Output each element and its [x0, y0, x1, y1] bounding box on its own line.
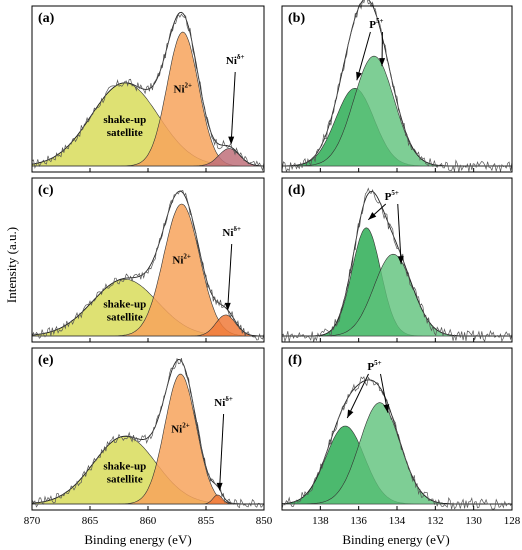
- panel-b: (b) P5+: [281, 0, 513, 173]
- component-ni-: [32, 148, 265, 167]
- x-tick-label: 850: [256, 515, 273, 527]
- component-ni-: [32, 314, 264, 337]
- p5-label-sup: 5+: [374, 359, 382, 367]
- shakeup-label-line2: satellite: [107, 474, 143, 486]
- panel-label: (b): [288, 11, 305, 26]
- panel-e: 870 865 860 855 850(e)shake-upsatelliteNi2+N…: [24, 347, 273, 527]
- x-tick-label: 865: [82, 515, 99, 527]
- ni2-label-sup: 2+: [185, 81, 193, 89]
- panel-label: (d): [288, 183, 305, 198]
- p5-arrowhead: [356, 71, 362, 81]
- y-axis-title: Intensity (a.u.): [4, 227, 19, 303]
- p5-arrow: [346, 373, 369, 419]
- shakeup-label-line1: shake-up: [103, 461, 146, 473]
- nidelta-label-sup: δ+: [225, 395, 233, 403]
- panel-label: (f): [288, 353, 302, 368]
- ni2-label-sup: 2+: [183, 252, 191, 260]
- ni2-label-sup: 2+: [182, 422, 190, 430]
- p5-arrow: [356, 31, 371, 81]
- raw-spectrum: [31, 358, 265, 509]
- nidelta-label: Niδ+: [226, 53, 245, 67]
- x-tick-label: 136: [350, 515, 367, 527]
- raw-spectrum: [281, 376, 513, 510]
- x-tick-label: 134: [389, 515, 406, 527]
- x-tick-label: 860: [140, 515, 157, 527]
- nidelta-arrow: [227, 243, 233, 309]
- x-axis-title-left: Binding energy (eV): [84, 532, 191, 547]
- p5-arrowhead: [347, 409, 354, 418]
- nidelta-label: Niδ+: [214, 395, 233, 409]
- panel-d: (d) P5+: [281, 177, 513, 343]
- raw-spectrum: [281, 0, 513, 173]
- nidelta-label-sup: δ+: [237, 53, 245, 61]
- nidelta-arrow: [230, 71, 236, 143]
- shakeup-label-line1: shake-up: [103, 298, 146, 310]
- nidelta-label: Niδ+: [222, 225, 241, 239]
- panel-label: (e): [38, 353, 54, 368]
- p5-arrowhead: [397, 256, 404, 265]
- p5-label-sup: 5+: [376, 17, 384, 25]
- p5-arrowhead: [379, 58, 386, 67]
- component-p5-b-: [282, 55, 512, 167]
- p5-arrowhead: [368, 212, 377, 220]
- p5-arrowhead: [383, 404, 390, 413]
- shakeup-label-line2: satellite: [107, 311, 143, 323]
- panel-label: (c): [38, 183, 54, 198]
- x-tick-label: 870: [24, 515, 41, 527]
- p5-label: P5+: [369, 17, 383, 31]
- p5-label: P5+: [367, 359, 381, 373]
- x-tick-label: 130: [465, 515, 482, 527]
- raw-spectrum: [281, 187, 513, 343]
- component-p5-b-: [282, 253, 512, 337]
- panel-f: 138 136 134 132 130 128 (f) P5+: [281, 347, 521, 527]
- p5-label-sup: 5+: [391, 189, 399, 197]
- x-tick-label: 128: [504, 515, 521, 527]
- x-tick-label: 132: [427, 515, 444, 527]
- nidelta-arrow: [219, 413, 225, 489]
- nidelta-label-sup: δ+: [233, 225, 241, 233]
- x-axis-title-right: Binding energy (eV): [342, 532, 449, 547]
- shakeup-label-line1: shake-up: [103, 114, 146, 126]
- shakeup-label-line2: satellite: [107, 127, 143, 139]
- nidelta-arrowhead: [228, 136, 235, 145]
- x-tick-label: 138: [312, 515, 329, 527]
- nidelta-arrowhead: [216, 482, 223, 491]
- p5-label: P5+: [385, 189, 399, 203]
- nidelta-arrowhead: [224, 302, 231, 311]
- p5-arrow: [397, 203, 402, 265]
- raw-spectrum: [31, 13, 265, 172]
- component-ni-: [32, 494, 264, 505]
- panel-label: (a): [38, 11, 55, 26]
- x-tick-label: 855: [198, 515, 215, 527]
